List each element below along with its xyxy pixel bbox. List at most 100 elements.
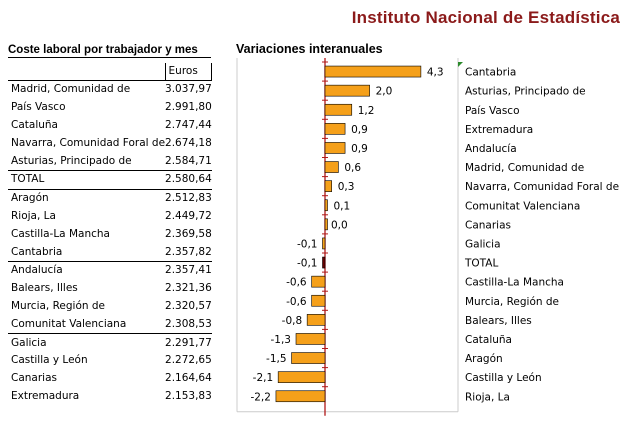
region-cell: Andalucía — [11, 264, 63, 277]
value-label: -1,3 — [271, 334, 292, 346]
category-label: Madrid, Comunidad de — [465, 162, 584, 174]
region-cell: Madrid, Comunidad de — [11, 83, 131, 96]
bar — [311, 275, 326, 288]
value-label: -0,6 — [286, 277, 307, 289]
category-label: Comunitat Valenciana — [465, 200, 580, 212]
header-empty-cell — [8, 63, 166, 81]
region-cell: Aragón — [11, 192, 49, 205]
table-row: Cantabria 2.357,82 — [8, 243, 212, 262]
value-label: 4,3 — [427, 67, 444, 79]
table-row: Comunitat Valenciana 2.308,53 — [8, 315, 212, 335]
cost-cell: 2.272,65 — [165, 354, 212, 367]
cost-cell: 2.369,58 — [165, 227, 212, 240]
category-label: Extremadura — [465, 124, 533, 136]
cost-cell: 2.321,36 — [165, 282, 212, 295]
cost-cell: 2.164,64 — [165, 372, 212, 385]
region-cell: País Vasco — [11, 101, 66, 114]
cost-cell: 2.291,77 — [165, 336, 212, 349]
category-label: Navarra, Comunidad Foral de — [465, 181, 619, 193]
value-label: 0,0 — [331, 219, 348, 231]
category-label: Cantabria — [465, 67, 516, 79]
region-cell: Balears, Illes — [11, 282, 78, 295]
bar — [322, 256, 326, 269]
table-row: Castilla-La Mancha 2.369,58 — [8, 225, 212, 243]
region-cell: Navarra, Comunidad Foral de — [11, 136, 166, 149]
table-title: Coste laboral por trabajador y mes — [8, 44, 211, 58]
table-row: Murcia, Región de 2.320,57 — [8, 298, 212, 316]
table-row: Cataluña 2.747,44 — [8, 117, 212, 135]
table-row: Galicia 2.291,77 — [8, 334, 212, 352]
table-row: Navarra, Comunidad Foral de 2.674,18 — [8, 134, 212, 152]
bar — [306, 314, 326, 326]
table-row: Madrid, Comunidad de 3.037,97 — [8, 81, 212, 99]
bar — [311, 294, 326, 307]
category-label: TOTAL — [464, 258, 498, 270]
bar — [324, 161, 339, 173]
corner-marker — [458, 62, 463, 67]
region-cell: Galicia — [11, 336, 47, 349]
cost-cell: 3.037,97 — [165, 83, 212, 96]
table-header-row: Euros — [8, 63, 213, 81]
region-cell: Extremadura — [11, 389, 80, 402]
bar — [324, 218, 328, 231]
table-row: País Vasco 2.991,80 — [8, 99, 212, 117]
cost-cell: 2.674,18 — [165, 136, 212, 149]
value-label: -2,1 — [253, 372, 274, 384]
table-row: Asturias, Principado de 2.584,71 — [8, 152, 212, 171]
bar — [324, 180, 332, 192]
region-cell: Murcia, Región de — [11, 299, 106, 312]
value-label: 1,2 — [358, 105, 375, 117]
chart-title: Variaciones interanuales — [236, 42, 383, 56]
region-cell: Rioja, La — [11, 209, 56, 222]
value-label: -0,8 — [282, 315, 303, 327]
category-label: Asturias, Principado de — [465, 86, 586, 98]
table-row: Aragón 2.512,83 — [8, 189, 212, 207]
category-label: Rioja, La — [465, 391, 510, 403]
region-cell: Cantabria — [8, 243, 166, 262]
category-label: Castilla y León — [465, 372, 542, 384]
cost-cell: 2.357,82 — [165, 243, 212, 262]
category-label: Andalucía — [465, 143, 517, 155]
cost-cell: 2.153,83 — [165, 389, 212, 402]
bar — [322, 237, 326, 250]
region-cell: Asturias, Principado de — [8, 152, 166, 171]
bar — [275, 390, 326, 403]
bar — [291, 352, 326, 364]
cost-cell: 2.449,72 — [165, 209, 212, 222]
category-label: País Vasco — [465, 105, 520, 117]
category-label: Castilla-La Mancha — [465, 277, 564, 289]
bar — [324, 65, 422, 78]
cost-cell: 2.991,80 — [165, 101, 212, 114]
cost-cell: 2.747,44 — [165, 118, 212, 131]
table-row: TOTAL 2.580,64 — [8, 170, 212, 190]
bar — [295, 333, 326, 345]
unit-header: Euros — [164, 63, 213, 81]
value-label: 0,6 — [344, 162, 361, 174]
cost-cell: 2.320,57 — [165, 299, 212, 312]
table-row: Extremadura 2.153,83 — [8, 388, 212, 406]
region-cell: Castilla-La Mancha — [11, 227, 110, 240]
category-label: Canarias — [465, 219, 511, 231]
category-label: Murcia, Región de — [465, 296, 559, 308]
cost-cell: 2.308,53 — [165, 315, 212, 335]
table-row: Andalucía 2.357,41 — [8, 261, 212, 279]
value-label: 2,0 — [376, 86, 393, 98]
value-label: 0,1 — [334, 200, 351, 212]
bar — [277, 371, 326, 383]
region-cell: Comunitat Valenciana — [8, 315, 166, 335]
value-label: -0,6 — [286, 296, 307, 308]
bar — [324, 103, 353, 116]
bar — [324, 84, 370, 97]
region-cell: Castilla y León — [11, 354, 88, 367]
value-label: -1,5 — [266, 353, 287, 365]
cost-cell: 2.580,64 — [165, 170, 212, 190]
value-label: 0,9 — [351, 124, 368, 136]
region-cell: Cataluña — [11, 118, 58, 131]
cost-cell: 2.584,71 — [165, 152, 212, 171]
cost-cell: 2.357,41 — [165, 264, 212, 277]
table-row: Rioja, La 2.449,72 — [8, 208, 212, 226]
category-label: Aragón — [465, 353, 503, 365]
cost-cell: 2.512,83 — [165, 192, 212, 205]
table-row: Canarias 2.164,64 — [8, 370, 212, 388]
